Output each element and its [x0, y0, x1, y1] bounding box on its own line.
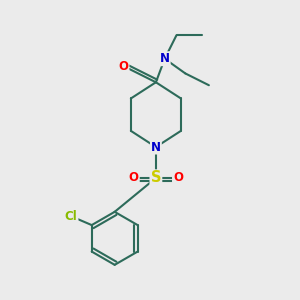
Text: N: N	[151, 141, 161, 154]
Text: Cl: Cl	[65, 210, 77, 223]
Text: O: O	[118, 60, 128, 73]
Text: N: N	[160, 52, 170, 65]
Text: O: O	[173, 172, 183, 184]
Text: O: O	[129, 172, 139, 184]
Text: S: S	[151, 170, 161, 185]
